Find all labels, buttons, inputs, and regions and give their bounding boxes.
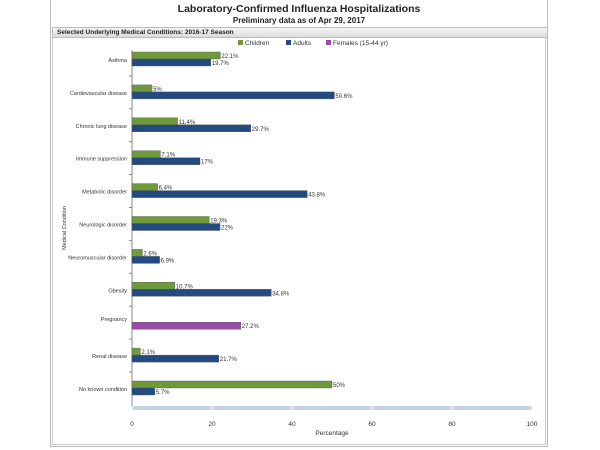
category-label: Neuromuscular disorder (68, 255, 127, 261)
chart-title: Laboratory-Confirmed Influenza Hospitali… (177, 3, 421, 15)
category-label: Metabolic disorder (82, 190, 127, 196)
bar-adults (131, 58, 212, 67)
category-label: Renal disease (92, 354, 127, 360)
bar-children (131, 380, 333, 389)
data-label: 43.8% (308, 193, 326, 199)
legend-swatch (286, 40, 291, 45)
data-label: 7.1% (161, 153, 175, 159)
bar-adults (131, 190, 308, 198)
x-axis-band (132, 406, 532, 410)
data-label: 29.7% (252, 127, 270, 133)
bar-adults (131, 91, 335, 100)
bar-children (131, 51, 221, 60)
category-label: Chronic lung disease (76, 124, 127, 130)
bar-children (131, 249, 143, 257)
legend-label: Females (15-44 yr) (333, 40, 388, 47)
bar-adults (131, 223, 221, 231)
x-tick-label: 0 (130, 421, 134, 428)
data-label: 10.7% (176, 284, 194, 290)
category-label: Immune suppression (76, 157, 127, 163)
chart-frame (50, 0, 548, 447)
data-label: 11.4% (179, 120, 196, 126)
chart-subtitle: Preliminary data as of Apr 29, 2017 (232, 16, 366, 25)
category-label: Obesity (108, 288, 127, 294)
legend-swatch (326, 40, 331, 45)
data-label: 5% (153, 87, 162, 93)
category-label: Neurologic disorder (79, 223, 127, 229)
bar-children (131, 347, 141, 356)
legend-label: Adults (293, 40, 312, 47)
data-label: 27.2% (242, 324, 260, 330)
x-tick-label: 20 (208, 421, 216, 428)
x-tick-label: 60 (368, 421, 376, 428)
legend-label: Children (245, 40, 270, 47)
bar-children (131, 282, 175, 290)
bar-children (131, 84, 153, 93)
bar-adults (131, 124, 252, 133)
bar-children (131, 117, 178, 126)
data-label: 19.7% (212, 61, 230, 67)
bar-adults (131, 157, 201, 165)
data-label: 22.1% (221, 54, 239, 60)
data-label: 50.6% (335, 94, 353, 100)
bar-adults (131, 387, 155, 396)
data-label: 34.8% (272, 291, 290, 297)
data-label: 6.4% (159, 186, 173, 192)
category-label: Pregnancy (101, 317, 128, 323)
data-label: 17% (201, 160, 214, 166)
bar-females (131, 322, 242, 330)
bar-children (131, 150, 161, 158)
bar-children (131, 216, 210, 224)
data-label: 22% (221, 226, 234, 232)
data-label: 2.6% (143, 251, 157, 257)
x-tick-label: 40 (288, 421, 296, 428)
bar-adults (131, 354, 220, 363)
y-axis-label: Medical Condition (62, 206, 68, 250)
data-label: 21.7% (220, 357, 238, 363)
legend-swatch (238, 40, 243, 45)
x-axis-label: Percentage (315, 430, 349, 437)
bar-adults (131, 256, 160, 264)
data-label: 6.9% (161, 258, 175, 264)
panel-title: Selected Underlying Medical Conditions: … (52, 27, 548, 38)
category-label: Cardiovascular disease (70, 91, 127, 97)
data-label: 2.1% (141, 350, 155, 356)
x-tick-label: 80 (448, 421, 456, 428)
data-label: 5.7% (156, 390, 170, 396)
data-label: 50% (333, 383, 346, 389)
x-tick-label: 100 (527, 421, 538, 428)
category-label: No known condition (79, 387, 127, 393)
bar-children (131, 183, 158, 191)
data-label: 19.3% (210, 219, 228, 225)
bar-adults (131, 289, 272, 297)
category-label: Asthma (108, 58, 128, 64)
